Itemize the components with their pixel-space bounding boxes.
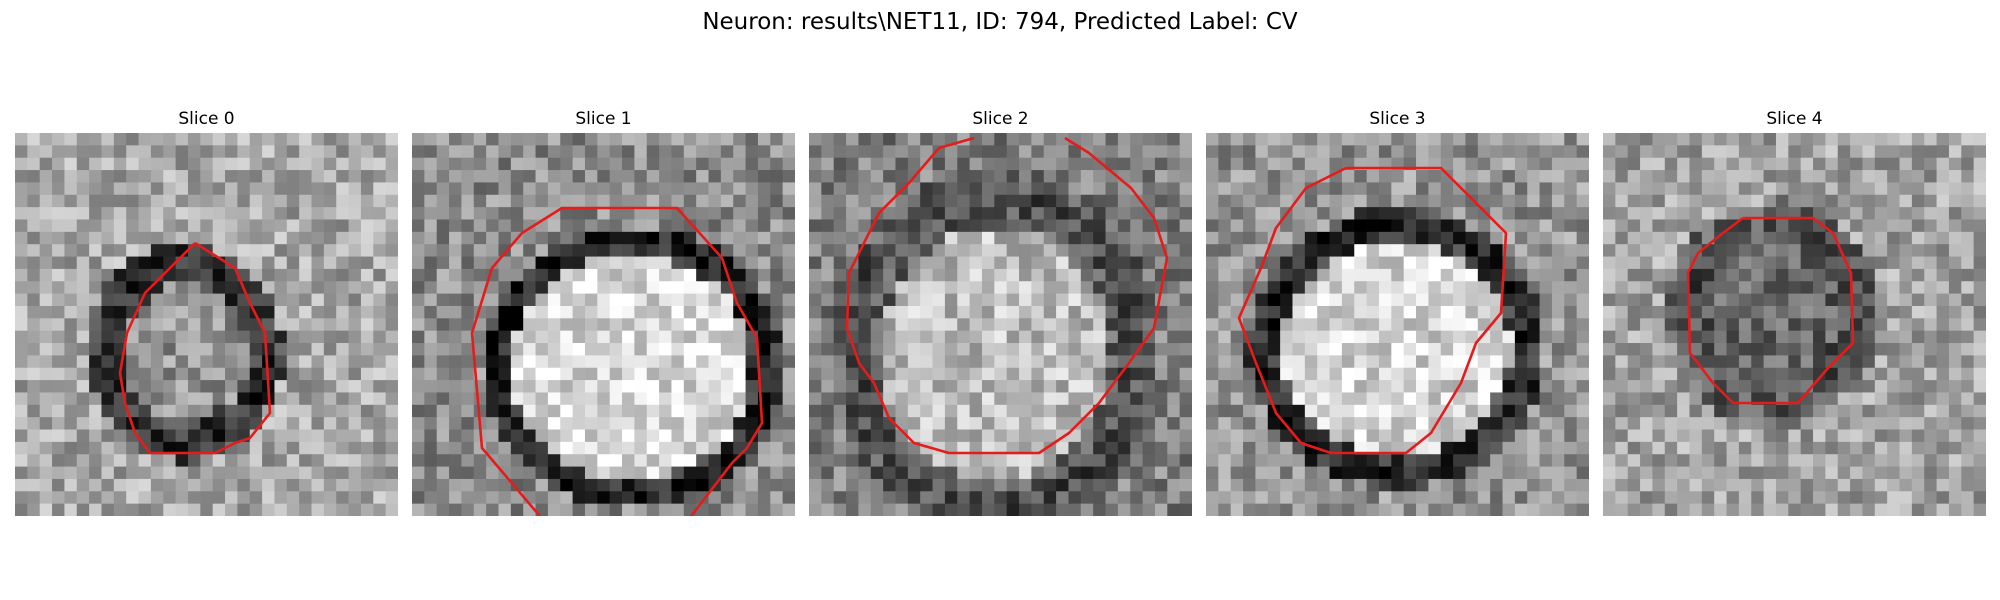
contour-line xyxy=(1686,216,1855,405)
contour-line xyxy=(118,241,272,455)
slice-3-panel: Slice 3 xyxy=(1206,108,1589,518)
contour-line xyxy=(470,206,764,516)
contour-line xyxy=(1237,166,1508,455)
slice-4-panel: Slice 4 xyxy=(1603,108,1986,518)
slice-1-image xyxy=(412,133,795,516)
slice-0-panel: Slice 0 xyxy=(15,108,398,518)
slice-4-title: Slice 4 xyxy=(1766,109,1823,129)
slice-0-title: Slice 0 xyxy=(178,109,235,129)
slice-0-image xyxy=(15,133,398,516)
slice-3-title: Slice 3 xyxy=(1369,109,1426,129)
slice-2-panel: Slice 2 xyxy=(809,108,1192,518)
slice-4-image xyxy=(1603,133,1986,516)
slice-3-image xyxy=(1206,133,1589,516)
slice-2-title: Slice 2 xyxy=(972,109,1029,129)
slice-1-panel: Slice 1 xyxy=(412,108,795,518)
slice-1-title: Slice 1 xyxy=(575,109,632,129)
contour-line xyxy=(845,136,1169,455)
slice-2-image xyxy=(809,133,1192,516)
figure-title: Neuron: results\NET11, ID: 794, Predicte… xyxy=(702,9,1298,35)
